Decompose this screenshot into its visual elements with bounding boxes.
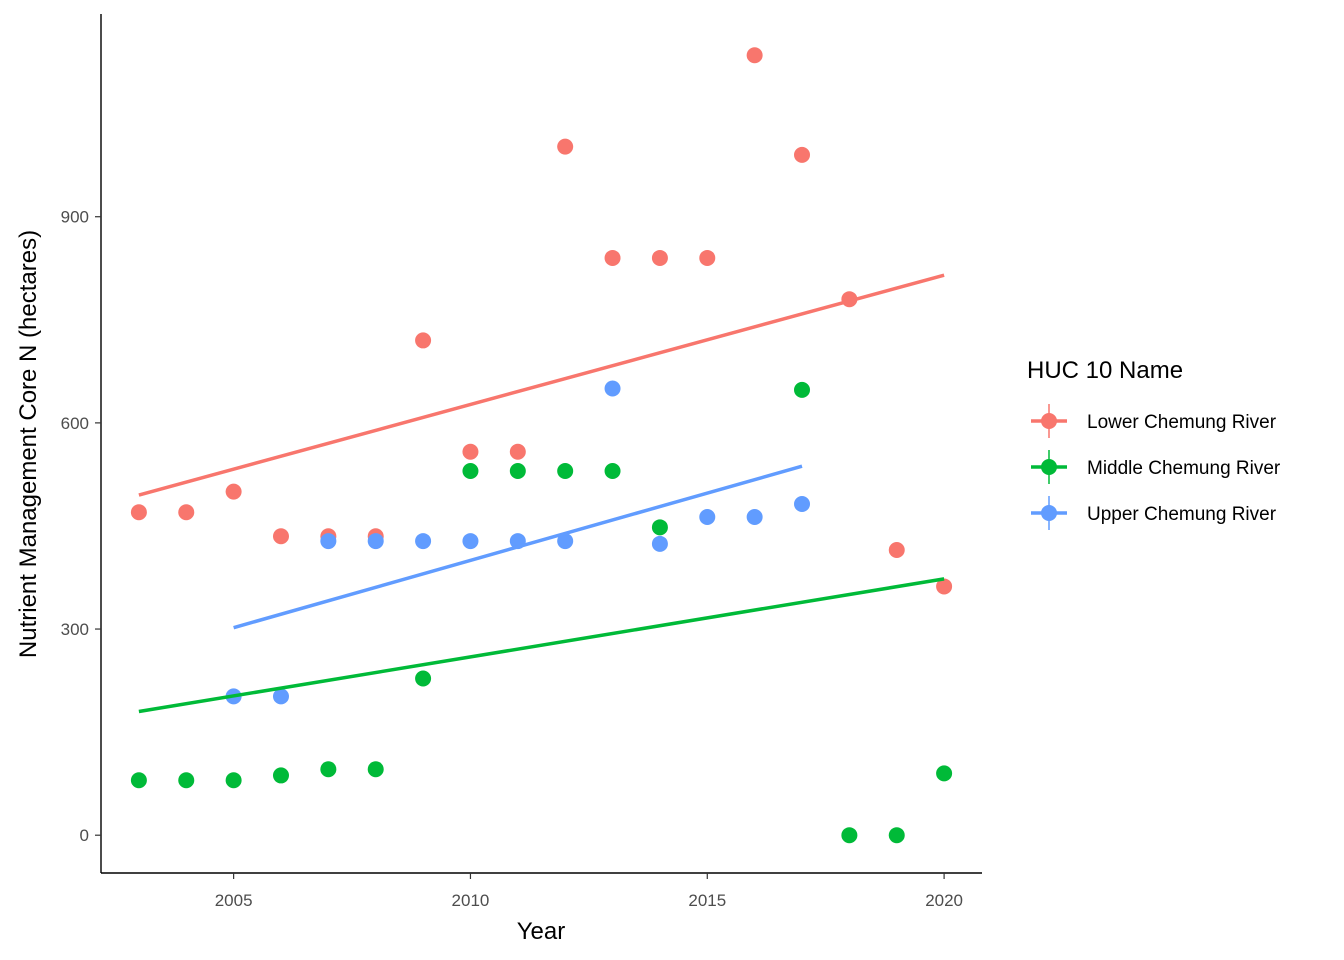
data-point xyxy=(794,495,811,512)
plot-area xyxy=(130,47,953,844)
data-point xyxy=(462,443,479,460)
data-point xyxy=(841,827,858,844)
legend: HUC 10 Name Lower Chemung River Middle Ch… xyxy=(1027,357,1281,530)
data-point xyxy=(699,509,716,526)
data-point xyxy=(272,528,289,545)
data-point xyxy=(272,767,289,784)
y-tick-label: 0 xyxy=(80,826,89,845)
data-point xyxy=(367,533,384,550)
data-point xyxy=(320,533,337,550)
x-tick-label: 2010 xyxy=(452,891,490,910)
data-point xyxy=(936,578,953,595)
data-point xyxy=(936,765,953,782)
data-point xyxy=(557,138,574,155)
data-point xyxy=(272,688,289,705)
data-point xyxy=(604,380,621,397)
data-point xyxy=(604,249,621,266)
x-axis-title: Year xyxy=(517,918,566,945)
axes: 2005 2010 2015 2020 0 300 600 900 xyxy=(61,14,982,910)
y-tick-label: 600 xyxy=(61,414,89,433)
data-point xyxy=(509,462,526,479)
data-point xyxy=(415,533,432,550)
x-tick-label: 2005 xyxy=(215,891,253,910)
data-point xyxy=(415,332,432,349)
data-point xyxy=(130,772,147,789)
data-point xyxy=(415,670,432,687)
legend-marker xyxy=(1041,505,1057,521)
data-point xyxy=(699,249,716,266)
legend-label: Middle Chemung River xyxy=(1087,458,1281,479)
trend-line xyxy=(138,273,945,497)
data-point xyxy=(178,504,195,521)
data-point xyxy=(178,772,195,789)
legend-entry: Middle Chemung River xyxy=(1031,450,1281,484)
data-point xyxy=(651,535,668,552)
x-tick-label: 2015 xyxy=(688,891,726,910)
legend-marker xyxy=(1041,459,1057,475)
data-point xyxy=(367,761,384,778)
data-point xyxy=(794,146,811,163)
data-point xyxy=(794,381,811,398)
data-point xyxy=(462,462,479,479)
data-point xyxy=(651,519,668,536)
data-point xyxy=(557,533,574,550)
data-point xyxy=(557,462,574,479)
data-point xyxy=(462,533,479,550)
data-point xyxy=(130,504,147,521)
x-tick-label: 2020 xyxy=(925,891,963,910)
data-point xyxy=(888,827,905,844)
data-point xyxy=(225,772,242,789)
data-point xyxy=(746,47,763,64)
data-point xyxy=(651,249,668,266)
legend-entry: Lower Chemung River xyxy=(1031,404,1277,438)
data-point xyxy=(604,462,621,479)
data-point xyxy=(746,509,763,526)
trend-line xyxy=(138,577,945,714)
trend-line xyxy=(233,464,803,630)
legend-label: Upper Chemung River xyxy=(1087,504,1277,525)
y-tick-label: 900 xyxy=(61,208,89,227)
legend-title: HUC 10 Name xyxy=(1027,357,1183,384)
y-tick-label: 300 xyxy=(61,620,89,639)
legend-entry: Upper Chemung River xyxy=(1031,496,1277,530)
data-point xyxy=(320,761,337,778)
data-point xyxy=(509,443,526,460)
legend-marker xyxy=(1041,413,1057,429)
y-axis-title: Nutrient Management Core N (hectares) xyxy=(15,230,42,658)
legend-label: Lower Chemung River xyxy=(1087,412,1277,433)
data-point xyxy=(225,483,242,500)
data-point xyxy=(888,542,905,559)
